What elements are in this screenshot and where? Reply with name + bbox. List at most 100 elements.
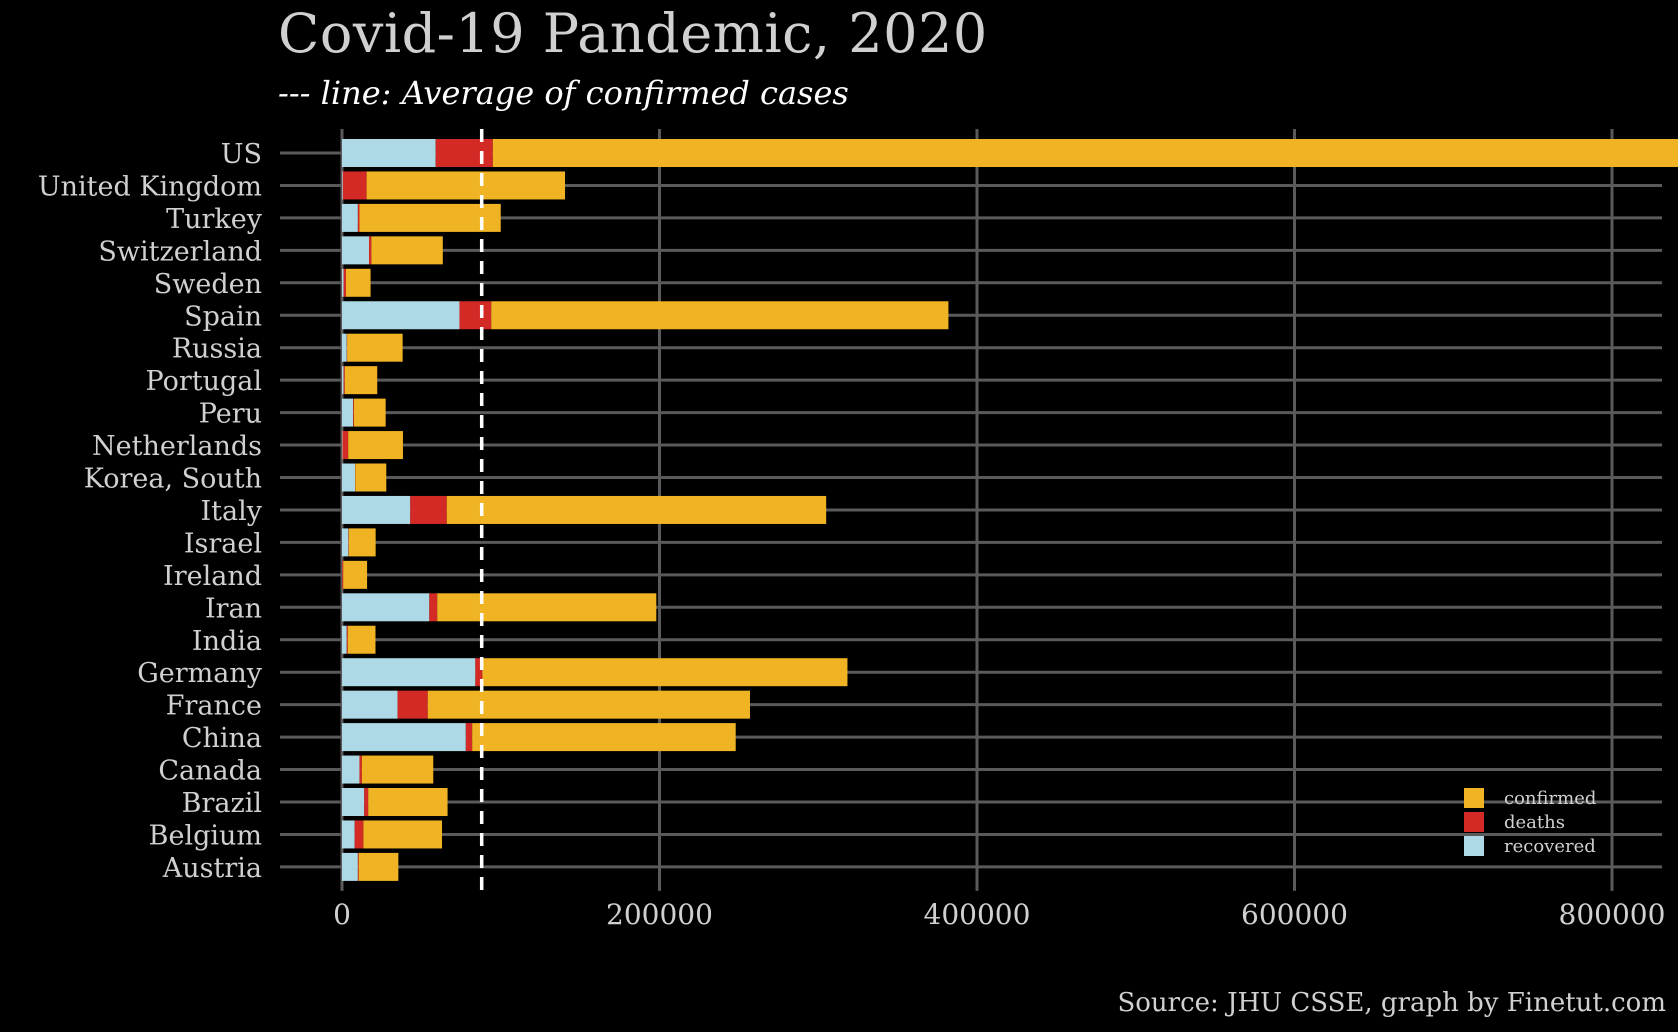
category-label: Switzerland [98,236,262,267]
bar-recovered [342,301,460,330]
bar-deaths [465,723,473,752]
bar-deaths [435,139,493,167]
bar-recovered [342,139,436,167]
bar-deaths [342,171,367,200]
category-label: China [182,723,262,754]
legend-label-confirmed: confirmed [1504,788,1596,809]
bar-confirmed [358,852,399,881]
bar-recovered [342,593,430,622]
bar-confirmed [343,560,368,589]
bar-deaths [357,852,359,881]
bar-deaths [397,690,428,719]
chart-subtitle: --- line: Average of confirmed cases [278,74,849,112]
legend: confirmed deaths recovered [1464,788,1596,857]
bar-deaths [343,366,345,395]
chart-title: Covid-19 Pandemic, 2020 [278,2,988,65]
category-label: Israel [184,528,262,559]
bar-confirmed [361,755,434,784]
x-tick-label: 0 [333,898,351,931]
bar-recovered [342,528,349,557]
bar-recovered [342,398,354,427]
category-label: Sweden [154,269,262,300]
bar-confirmed [491,301,949,330]
bar-deaths [368,236,372,265]
bar-recovered [342,268,344,297]
bar-confirmed [371,236,443,265]
category-label: Spain [184,301,262,332]
x-tick-label: 800000 [1559,898,1666,931]
category-label: France [166,691,262,722]
category-label: Korea, South [84,464,262,495]
category-label: Russia [172,334,262,365]
category-label: Belgium [149,820,262,851]
bar-deaths [459,301,492,330]
bar-confirmed [446,495,827,524]
bar-deaths [364,788,369,816]
bar-recovered [342,690,398,719]
bar-recovered [342,333,347,362]
category-label: Iran [205,593,262,624]
category-label: United Kingdom [38,171,262,202]
bar-recovered [342,625,347,654]
category-label: Brazil [182,788,262,819]
bar-confirmed [344,366,378,395]
bar-recovered [342,203,358,232]
bar-deaths [357,203,360,232]
bar-confirmed [359,203,501,232]
bar-recovered [342,171,343,200]
bars [342,139,1678,881]
category-label: Portugal [146,366,263,397]
bar-recovered [342,463,356,492]
bar-confirmed [492,139,1678,167]
bar-deaths [475,658,483,687]
bar-confirmed [345,268,371,297]
bar-confirmed [353,398,386,427]
legend-swatch-deaths [1464,812,1484,832]
category-label: Canada [158,756,262,787]
category-label: India [192,626,262,657]
category-label: Austria [162,853,262,884]
bar-recovered [342,366,344,395]
bar-confirmed [348,431,403,460]
bar-deaths [343,268,346,297]
bar-recovered [342,495,411,524]
bar-deaths [346,625,348,654]
bar-recovered [342,755,360,784]
legend-swatch-confirmed [1464,788,1484,808]
x-tick-label: 200000 [606,898,713,931]
bar-confirmed [472,723,736,752]
bar-deaths [342,560,344,589]
x-tick-label: 400000 [924,898,1031,931]
category-label: Italy [200,496,262,527]
category-label: Netherlands [92,431,262,462]
bar-confirmed [347,625,376,654]
bar-confirmed [427,690,750,719]
legend-label-deaths: deaths [1504,812,1565,833]
bar-confirmed [366,171,566,200]
bar-deaths [429,593,438,622]
bar-confirmed [363,820,443,849]
source-caption: Source: JHU CSSE, graph by Finetut.com [1117,988,1666,1018]
bar-confirmed [368,788,448,816]
bar-deaths [342,431,349,460]
bar-recovered [342,658,476,687]
bar-recovered [342,820,355,849]
bar-confirmed [355,463,387,492]
legend-swatch-recovered [1464,836,1484,856]
category-label: Germany [137,658,263,689]
category-label: Peru [199,399,262,430]
bar-confirmed [348,528,376,557]
bar-confirmed [482,658,848,687]
bar-recovered [342,236,369,265]
bar-deaths [359,755,362,784]
bar-confirmed [437,593,657,622]
bar-deaths [353,398,354,427]
x-tick-label: 600000 [1241,898,1348,931]
legend-label-recovered: recovered [1504,836,1596,857]
bar-recovered [342,788,365,816]
category-label: Turkey [166,204,263,235]
bar-recovered [342,852,358,881]
category-label: Ireland [163,561,262,592]
